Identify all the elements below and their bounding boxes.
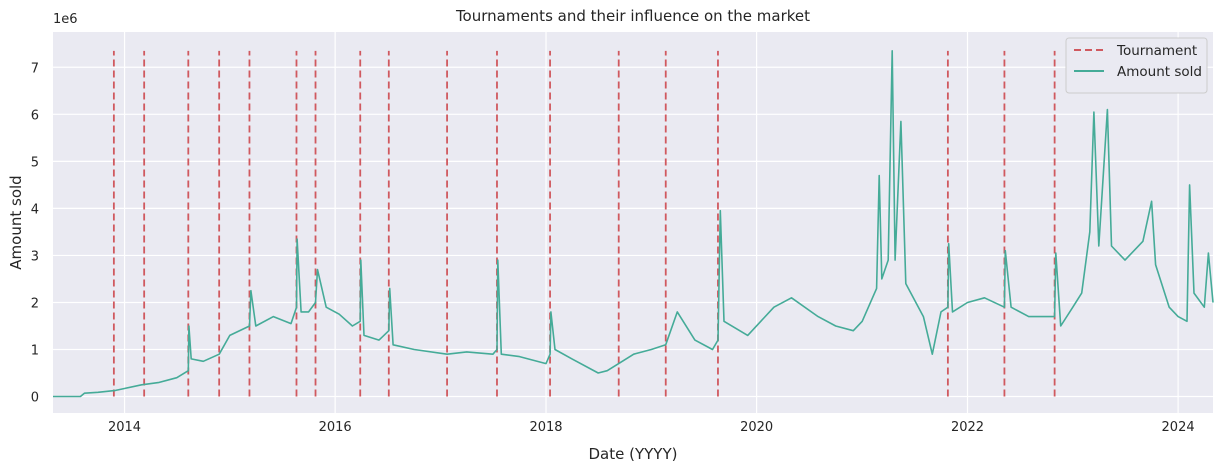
legend-box xyxy=(1065,37,1208,94)
legend: Tournament Amount sold xyxy=(1065,37,1208,94)
y-tick-label: 6 xyxy=(31,108,39,123)
grid-lines xyxy=(53,32,1213,413)
x-tick-label: 2024 xyxy=(1162,420,1195,435)
y-tick-label: 1 xyxy=(31,344,39,359)
x-axis-title: Date (YYYY) xyxy=(589,445,678,463)
y-tick-labels: 0 1 2 3 4 5 6 7 xyxy=(31,61,39,405)
y-tick-label: 4 xyxy=(31,202,39,217)
legend-label-tournament: Tournament xyxy=(1116,43,1197,59)
legend-label-amount-sold: Amount sold xyxy=(1117,64,1202,80)
y-tick-label: 2 xyxy=(31,296,39,311)
y-tick-label: 3 xyxy=(31,249,39,264)
chart-title: Tournaments and their influence on the m… xyxy=(455,7,810,25)
x-tick-label: 2014 xyxy=(108,420,141,435)
y-tick-label: 7 xyxy=(31,61,39,76)
y-tick-label: 0 xyxy=(31,391,39,406)
x-tick-label: 2020 xyxy=(740,420,773,435)
y-tick-label: 5 xyxy=(31,155,39,170)
y-axis-title: Amount sold xyxy=(7,175,25,269)
plot-background xyxy=(53,32,1213,413)
x-tick-label: 2016 xyxy=(319,420,352,435)
x-tick-label: 2018 xyxy=(529,420,562,435)
amount-sold-line xyxy=(53,50,1214,398)
y-scale-label: 1e6 xyxy=(53,12,78,27)
x-tick-label: 2022 xyxy=(951,420,984,435)
x-tick-labels: 2014 2016 2018 2020 2022 2024 xyxy=(108,420,1195,435)
